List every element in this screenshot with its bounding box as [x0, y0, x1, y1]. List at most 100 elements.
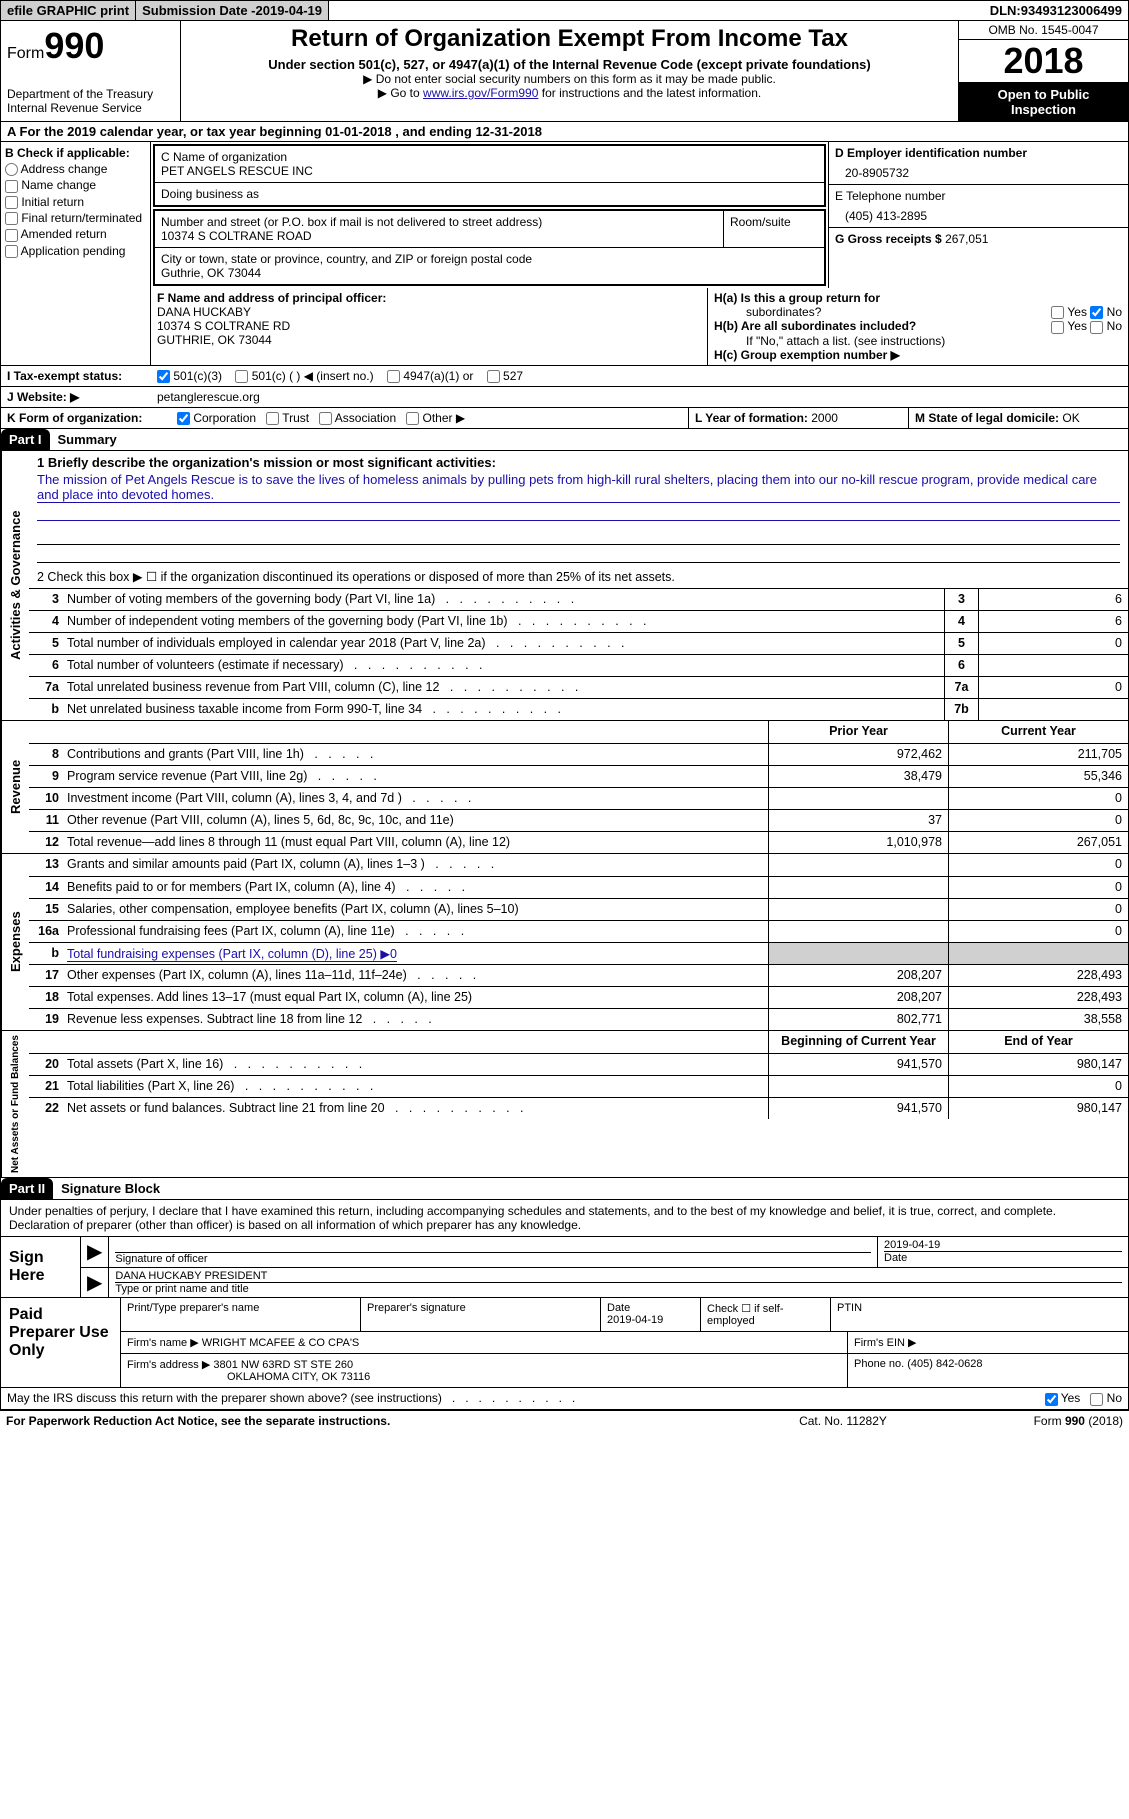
section-h: H(a) Is this a group return for subordin…: [708, 288, 1128, 365]
discuss-no[interactable]: [1090, 1393, 1103, 1406]
footer: For Paperwork Reduction Act Notice, see …: [0, 1410, 1129, 1431]
firm-name: WRIGHT MCAFEE & CO CPA'S: [202, 1337, 360, 1349]
part1-header: Part I Summary: [0, 429, 1129, 451]
part2-header: Part II Signature Block: [0, 1178, 1129, 1200]
exp-line-19: 19 Revenue less expenses. Subtract line …: [29, 1008, 1128, 1030]
ha-no[interactable]: [1090, 306, 1103, 319]
mission-text: The mission of Pet Angels Rescue is to s…: [37, 472, 1120, 503]
rev-line-9: 9 Program service revenue (Part VIII, li…: [29, 765, 1128, 787]
chk-address-change[interactable]: Address change: [5, 162, 146, 176]
chk-501c[interactable]: [235, 370, 248, 383]
instructions-link[interactable]: www.irs.gov/Form990: [423, 86, 538, 100]
website: petanglerescue.org: [151, 387, 1128, 407]
submission-date: Submission Date - 2019-04-19: [136, 1, 329, 20]
vtab-expenses: Expenses: [1, 854, 29, 1030]
gross-receipts: 267,051: [945, 232, 988, 246]
ein: 20-8905732: [835, 160, 1122, 180]
chk-final-return[interactable]: Final return/terminated: [5, 211, 146, 225]
phone: (405) 413-2895: [835, 203, 1122, 223]
gov-line-7a: 7a Total unrelated business revenue from…: [29, 676, 1128, 698]
chk-527[interactable]: [487, 370, 500, 383]
section-activities-governance: Activities & Governance 1 Briefly descri…: [0, 451, 1129, 721]
section-revenue: Revenue Prior Year Current Year 8 Contri…: [0, 721, 1129, 854]
signature-block: Under penalties of perjury, I declare th…: [0, 1200, 1129, 1409]
street-address: 10374 S COLTRANE ROAD: [161, 229, 717, 243]
firm-address: 3801 NW 63RD ST STE 260: [213, 1359, 353, 1371]
hb-yes[interactable]: [1051, 321, 1064, 334]
form-title: Return of Organization Exempt From Incom…: [189, 25, 950, 53]
chk-initial-return[interactable]: Initial return: [5, 195, 146, 209]
sig-date: 2019-04-19: [884, 1239, 1122, 1252]
chk-trust[interactable]: [266, 412, 279, 425]
officer-name: DANA HUCKABY: [157, 305, 701, 319]
hb-no[interactable]: [1090, 321, 1103, 334]
section-bcd: B Check if applicable: Address change Na…: [0, 142, 1129, 288]
exp-line-14: 14 Benefits paid to or for members (Part…: [29, 876, 1128, 898]
discuss-row: May the IRS discuss this return with the…: [1, 1387, 1128, 1408]
chk-corp[interactable]: [177, 412, 190, 425]
mission-block: 1 Briefly describe the organization's mi…: [29, 451, 1128, 527]
row-fh: F Name and address of principal officer:…: [0, 288, 1129, 366]
officer-name-title: DANA HUCKABY PRESIDENT: [115, 1270, 1122, 1283]
exp-line-13: 13 Grants and similar amounts paid (Part…: [29, 854, 1128, 876]
column-c-org-info: C Name of organization PET ANGELS RESCUE…: [151, 142, 828, 288]
sign-here-label: Sign Here: [1, 1237, 81, 1297]
vtab-revenue: Revenue: [1, 721, 29, 853]
top-bar: efile GRAPHIC print Submission Date - 20…: [0, 0, 1129, 21]
gov-line-7b: b Net unrelated business taxable income …: [29, 698, 1128, 720]
vtab-net-assets: Net Assets or Fund Balances: [1, 1031, 29, 1177]
chk-name-change[interactable]: Name change: [5, 178, 146, 192]
row-i-tax-status: I Tax-exempt status: 501(c)(3) 501(c) ( …: [0, 366, 1129, 387]
vtab-governance: Activities & Governance: [1, 451, 29, 720]
exp-line-17: 17 Other expenses (Part IX, column (A), …: [29, 964, 1128, 986]
chk-other[interactable]: [406, 412, 419, 425]
gov-line-5: 5 Total number of individuals employed i…: [29, 632, 1128, 654]
rev-line-11: 11 Other revenue (Part VIII, column (A),…: [29, 809, 1128, 831]
form-header: Form990 Department of the Treasury Inter…: [0, 21, 1129, 122]
chk-4947[interactable]: [387, 370, 400, 383]
net-line-22: 22 Net assets or fund balances. Subtract…: [29, 1097, 1128, 1119]
form-number: 990: [44, 25, 104, 66]
prep-date: 2019-04-19: [607, 1314, 663, 1326]
exp-line-16a: 16a Professional fundraising fees (Part …: [29, 920, 1128, 942]
gov-line-6: 6 Total number of volunteers (estimate i…: [29, 654, 1128, 676]
net-header: Beginning of Current Year End of Year: [29, 1031, 1128, 1053]
prep-phone: (405) 842-0628: [907, 1358, 982, 1370]
year-formation: 2000: [811, 411, 838, 425]
row-klm: K Form of organization: Corporation Trus…: [0, 408, 1129, 429]
exp-line-15: 15 Salaries, other compensation, employe…: [29, 898, 1128, 920]
dln: DLN: 93493123006499: [984, 1, 1128, 20]
cat-no: Cat. No. 11282Y: [743, 1414, 943, 1428]
inspection-badge: Open to Public Inspection: [959, 83, 1128, 121]
net-line-21: 21 Total liabilities (Part X, line 26) 0: [29, 1075, 1128, 1097]
section-expenses: Expenses 13 Grants and similar amounts p…: [0, 854, 1129, 1031]
two-col-header: Prior Year Current Year: [29, 721, 1128, 743]
header-left: Form990 Department of the Treasury Inter…: [1, 21, 181, 121]
chk-assoc[interactable]: [319, 412, 332, 425]
paid-preparer-label: Paid Preparer Use Only: [1, 1298, 121, 1387]
exp-line-16b: b Total fundraising expenses (Part IX, c…: [29, 942, 1128, 964]
arrow-icon: ▶: [81, 1268, 109, 1297]
ha-yes[interactable]: [1051, 306, 1064, 319]
chk-amended[interactable]: Amended return: [5, 227, 146, 241]
chk-501c3[interactable]: [157, 370, 170, 383]
arrow-icon: ▶: [81, 1237, 109, 1267]
column-b-checkboxes: B Check if applicable: Address change Na…: [1, 142, 151, 288]
efile-label: efile GRAPHIC print: [1, 1, 136, 20]
gov-line-3: 3 Number of voting members of the govern…: [29, 588, 1128, 610]
declaration-text: Under penalties of perjury, I declare th…: [1, 1200, 1128, 1236]
gov-line-4: 4 Number of independent voting members o…: [29, 610, 1128, 632]
rev-line-12: 12 Total revenue—add lines 8 through 11 …: [29, 831, 1128, 853]
paid-preparer-table: Paid Preparer Use Only Print/Type prepar…: [1, 1297, 1128, 1387]
discuss-yes[interactable]: [1045, 1393, 1058, 1406]
sign-here-table: Sign Here ▶ Signature of officer 2019-04…: [1, 1236, 1128, 1297]
exp-line-18: 18 Total expenses. Add lines 13–17 (must…: [29, 986, 1128, 1008]
tax-year: 2018: [959, 40, 1128, 83]
org-name: PET ANGELS RESCUE INC: [161, 164, 818, 178]
omb-number: OMB No. 1545-0047: [959, 21, 1128, 40]
chk-pending[interactable]: Application pending: [5, 244, 146, 258]
column-d-contact: D Employer identification number 20-8905…: [828, 142, 1128, 288]
header-right: OMB No. 1545-0047 2018 Open to Public In…: [958, 21, 1128, 121]
room-suite: Room/suite: [724, 211, 824, 247]
row-j-website: J Website: ▶ petanglerescue.org: [0, 387, 1129, 408]
